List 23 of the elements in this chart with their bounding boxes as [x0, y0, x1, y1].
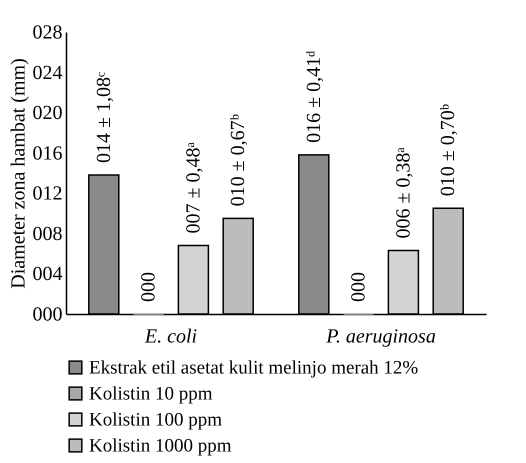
y-tick-label: 004 — [32, 263, 62, 286]
y-tick-label: 028 — [32, 22, 62, 44]
data-label: 006 ± 0,38ᵃ — [392, 146, 414, 239]
data-label: 000 — [348, 272, 370, 302]
data-label: 000 — [138, 272, 160, 302]
y-tick-label: 024 — [32, 62, 62, 84]
data-label: 014 ± 1,08ᶜ — [92, 72, 115, 164]
y-tick-label: 008 — [32, 222, 62, 245]
legend-label: Ekstrak etil asetat kulit melinjo merah 12% — [89, 358, 418, 378]
legend-label: Kolistin 1000 ppm — [89, 436, 232, 456]
y-tick-label: 020 — [32, 102, 62, 124]
x-tick-label: E. coli — [144, 326, 198, 348]
legend-label: Kolistin 100 ppm — [89, 410, 222, 430]
data-label: 010 ± 0,70ᵇ — [437, 104, 460, 196]
y-tick-label: 000 — [32, 304, 62, 326]
data-label: 007 ± 0,48ᵃ — [182, 142, 204, 234]
y-axis-title: Diameter zona hambat (mm) — [8, 58, 30, 289]
x-tick-label: P. aeruginosa — [325, 326, 436, 348]
y-tick-label: 012 — [32, 182, 62, 205]
data-label: 016 ± 0,41ᵈ — [302, 50, 325, 143]
data-label: 010 ± 0,67ᵇ — [227, 114, 250, 206]
legend-label: Kolistin 10 ppm — [89, 384, 213, 404]
y-tick-label: 016 — [32, 142, 62, 164]
